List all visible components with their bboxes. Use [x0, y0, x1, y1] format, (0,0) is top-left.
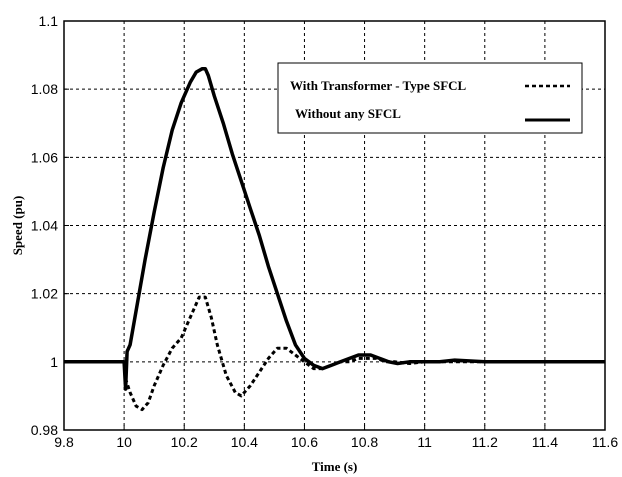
- y-tick-label: 1.04: [31, 218, 58, 234]
- y-tick-label: 1.02: [31, 286, 58, 302]
- y-tick-label: 1: [50, 354, 58, 370]
- y-tick-label: 1.1: [39, 13, 59, 29]
- x-tick-label: 11: [417, 434, 432, 450]
- x-tick-label: 10.6: [291, 434, 318, 450]
- x-tick-label: 11.6: [592, 434, 618, 450]
- series-line-without-sfcl: [64, 66, 605, 391]
- y-tick-label: 0.98: [31, 422, 58, 438]
- y-tick-label: 1.06: [31, 149, 58, 165]
- x-tick-label: 11.2: [472, 434, 498, 450]
- legend-label-with-sfcl: With Transformer - Type SFCL: [290, 78, 467, 93]
- x-axis-ticks: 9.8 10 10.2 10.4 10.6 10.8 11 11.2 11.4 11.6: [54, 425, 618, 450]
- x-tick-label: 10.8: [351, 434, 378, 450]
- x-axis-title: Time (s): [312, 459, 358, 474]
- legend-box: [277, 62, 583, 134]
- legend-label-without-sfcl: Without any SFCL: [295, 106, 401, 121]
- x-tick-label: 10.4: [231, 434, 258, 450]
- series-layer: [64, 66, 605, 412]
- y-axis-ticks: 0.98 1 1.02 1.04 1.06 1.08 1.1: [31, 13, 69, 438]
- y-tick-label: 1.08: [31, 81, 58, 97]
- x-tick-label: 9.8: [54, 434, 74, 450]
- x-tick-label: 10: [116, 434, 132, 450]
- x-tick-label: 10.2: [171, 434, 198, 450]
- legend: With Transformer - Type SFCL Without any…: [277, 62, 583, 134]
- x-tick-label: 11.4: [532, 434, 558, 450]
- y-axis-title: Speed (pu): [10, 196, 25, 256]
